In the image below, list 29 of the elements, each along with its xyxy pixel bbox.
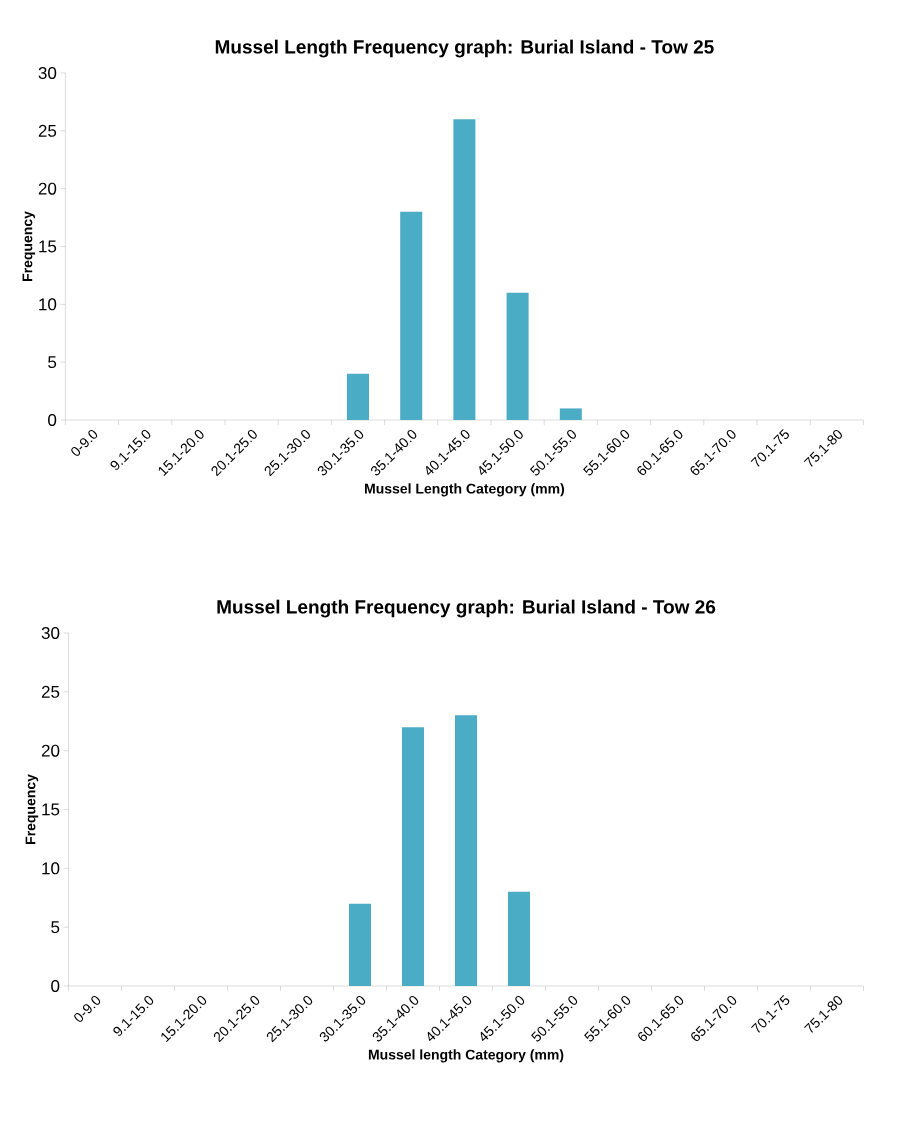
y-tick-label: 15 xyxy=(42,803,60,816)
y-axis-title: Frequency xyxy=(22,211,36,281)
bar xyxy=(453,119,476,420)
chart-title: Mussel Length Frequency graph: Burial Island - Tow 25 xyxy=(215,39,714,58)
bar xyxy=(559,408,582,420)
bar xyxy=(400,211,423,420)
y-tick-label: 25 xyxy=(41,685,60,698)
bar xyxy=(508,891,530,986)
bar xyxy=(347,373,369,420)
y-tick-label: 0 xyxy=(51,979,60,993)
y-tick-label: 10 xyxy=(42,862,60,875)
y-tick-label: 20 xyxy=(41,744,60,757)
y-tick-label: 5 xyxy=(51,921,60,934)
y-tick-label: 15 xyxy=(39,240,57,253)
y-tick-label: 10 xyxy=(39,298,57,311)
y-tick-label: 0 xyxy=(48,413,57,427)
chart-title: Mussel Length Frequency graph: Burial Island - Tow 26 xyxy=(217,599,716,618)
bar xyxy=(349,903,371,986)
y-tick-label: 30 xyxy=(38,66,57,80)
x-axis-title: Mussel length Category (mm) xyxy=(368,1049,564,1063)
bar xyxy=(402,727,424,986)
y-tick-label: 20 xyxy=(38,182,57,195)
bar xyxy=(506,292,529,420)
y-axis-title: Frequency xyxy=(25,774,39,844)
x-axis-title: Mussel Length Category (mm) xyxy=(365,483,565,497)
y-tick-label: 30 xyxy=(41,626,60,640)
bar xyxy=(455,715,477,986)
y-tick-label: 5 xyxy=(48,356,57,369)
y-tick-label: 25 xyxy=(38,124,57,137)
